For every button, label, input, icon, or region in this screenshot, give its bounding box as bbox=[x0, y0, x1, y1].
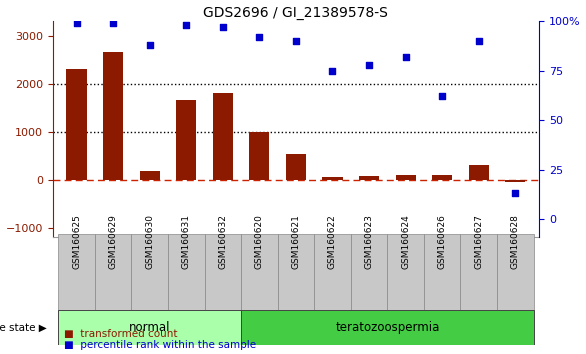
Bar bbox=[213, 93, 233, 179]
Bar bbox=[396, 175, 415, 179]
Text: GSM160621: GSM160621 bbox=[291, 214, 301, 269]
Bar bbox=[103, 52, 123, 179]
Point bbox=[364, 62, 374, 68]
Point bbox=[510, 190, 520, 196]
Bar bbox=[168, 234, 205, 312]
Point bbox=[438, 93, 447, 99]
Text: GSM160630: GSM160630 bbox=[145, 214, 154, 269]
Point bbox=[145, 42, 154, 48]
Bar bbox=[131, 234, 168, 312]
Bar bbox=[278, 234, 314, 312]
Point bbox=[108, 21, 118, 26]
Bar bbox=[286, 154, 306, 179]
Bar bbox=[432, 175, 452, 179]
Text: GSM160623: GSM160623 bbox=[364, 214, 373, 269]
Bar bbox=[505, 179, 526, 182]
Text: GSM160620: GSM160620 bbox=[255, 214, 264, 269]
Bar bbox=[66, 69, 87, 179]
Point bbox=[328, 68, 337, 74]
Title: GDS2696 / GI_21389578-S: GDS2696 / GI_21389578-S bbox=[203, 6, 389, 20]
Point bbox=[182, 22, 191, 28]
Bar bbox=[387, 234, 424, 312]
Point bbox=[255, 34, 264, 40]
Text: GSM160624: GSM160624 bbox=[401, 214, 410, 269]
Bar bbox=[322, 177, 343, 179]
Bar bbox=[461, 234, 497, 312]
Bar bbox=[314, 234, 351, 312]
Text: GSM160632: GSM160632 bbox=[219, 214, 227, 269]
Text: ■  transformed count: ■ transformed count bbox=[64, 329, 178, 339]
Bar bbox=[249, 132, 270, 179]
Text: GSM160626: GSM160626 bbox=[438, 214, 447, 269]
Bar bbox=[359, 176, 379, 179]
Bar bbox=[58, 234, 95, 312]
Bar bbox=[176, 101, 196, 179]
Point bbox=[218, 24, 227, 30]
Point bbox=[72, 21, 81, 26]
Bar bbox=[58, 310, 241, 345]
Bar bbox=[205, 234, 241, 312]
Bar bbox=[95, 234, 131, 312]
Text: disease state ▶: disease state ▶ bbox=[0, 322, 47, 332]
Point bbox=[291, 38, 301, 44]
Point bbox=[474, 38, 483, 44]
Text: GSM160629: GSM160629 bbox=[108, 214, 118, 269]
Text: GSM160631: GSM160631 bbox=[182, 214, 190, 269]
Bar bbox=[241, 310, 534, 345]
Text: GSM160625: GSM160625 bbox=[72, 214, 81, 269]
Bar bbox=[469, 165, 489, 179]
Text: teratozoospermia: teratozoospermia bbox=[335, 321, 440, 334]
Text: GSM160622: GSM160622 bbox=[328, 214, 337, 269]
Text: GSM160628: GSM160628 bbox=[511, 214, 520, 269]
Bar bbox=[241, 234, 278, 312]
Bar bbox=[351, 234, 387, 312]
Text: ■  percentile rank within the sample: ■ percentile rank within the sample bbox=[64, 340, 257, 350]
Bar bbox=[139, 171, 160, 179]
Bar bbox=[424, 234, 461, 312]
Text: normal: normal bbox=[129, 321, 171, 334]
Text: GSM160627: GSM160627 bbox=[474, 214, 483, 269]
Bar bbox=[497, 234, 534, 312]
Point bbox=[401, 54, 410, 60]
